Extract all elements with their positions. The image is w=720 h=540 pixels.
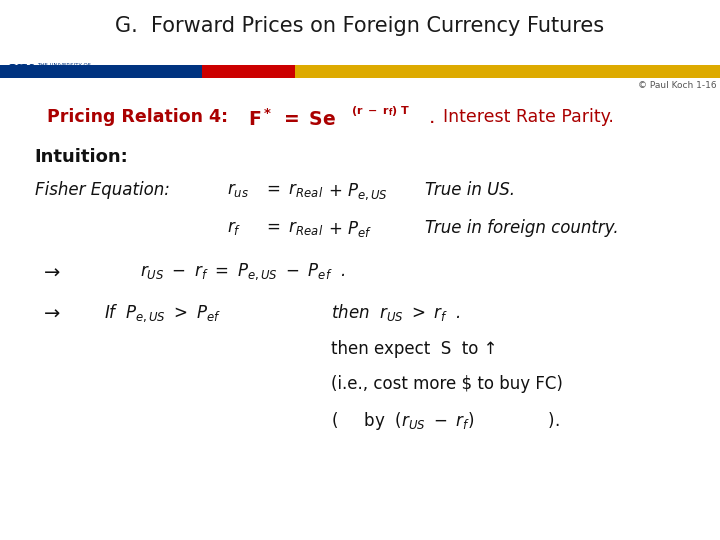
Text: (     by  $(r_{US}\ -\ r_f)$              ).: ( by $(r_{US}\ -\ r_f)$ ).	[331, 410, 560, 433]
Text: $r_f$: $r_f$	[227, 219, 241, 237]
Text: Fisher Equation:: Fisher Equation:	[35, 181, 169, 199]
Text: (i.e., cost more $ to buy FC): (i.e., cost more $ to buy FC)	[331, 375, 563, 393]
Bar	[0, 65, 202, 78]
Text: Intuition:: Intuition:	[35, 148, 128, 166]
Text: If  $P_{e,US}\ >\ P_{ef}$: If $P_{e,US}\ >\ P_{ef}$	[104, 302, 221, 324]
Text: $\rightarrow$: $\rightarrow$	[40, 302, 60, 321]
Text: $\mathbf{F^*\ =\ Se}$: $\mathbf{F^*\ =\ Se}$	[248, 108, 336, 130]
Text: $=\ r_{Real}$: $=\ r_{Real}$	[263, 219, 323, 237]
Text: $\rightarrow$: $\rightarrow$	[40, 262, 60, 281]
Text: then  $r_{US}\ >\ r_f$  .: then $r_{US}\ >\ r_f$ .	[331, 302, 461, 323]
Text: $+\ P_{ef}$: $+\ P_{ef}$	[328, 219, 372, 239]
Text: $\mathbf{(r\ -\ r_f)\ T}$: $\mathbf{(r\ -\ r_f)\ T}$	[351, 104, 410, 118]
Text: True in US.: True in US.	[425, 181, 515, 199]
Text: then expect  S  to ↑: then expect S to ↑	[331, 340, 498, 358]
Text: True in foreign country.: True in foreign country.	[425, 219, 618, 237]
Text: $r_{US}\ -\ r_f\ =\ P_{e,US}\ -\ P_{ef}$  .: $r_{US}\ -\ r_f\ =\ P_{e,US}\ -\ P_{ef}$…	[140, 262, 346, 282]
Text: Pricing Relation 4:: Pricing Relation 4:	[47, 108, 228, 126]
Text: KANSAS: KANSAS	[37, 68, 86, 77]
Text: $r_{us}$: $r_{us}$	[227, 181, 249, 199]
Text: THE UNIVERSITY OF: THE UNIVERSITY OF	[37, 63, 91, 68]
Text: $=\ r_{Real}$: $=\ r_{Real}$	[263, 181, 323, 199]
Text: KU: KU	[9, 64, 35, 78]
Bar	[295, 65, 720, 78]
Text: © Paul Koch 1-16: © Paul Koch 1-16	[638, 81, 716, 90]
Text: .: .	[429, 108, 436, 127]
Text: G.  Forward Prices on Foreign Currency Futures: G. Forward Prices on Foreign Currency Fu…	[115, 16, 605, 36]
Bar	[202, 65, 295, 78]
Text: Interest Rate Parity.: Interest Rate Parity.	[443, 108, 613, 126]
Text: $+\ P_{e,US}$: $+\ P_{e,US}$	[328, 181, 387, 201]
